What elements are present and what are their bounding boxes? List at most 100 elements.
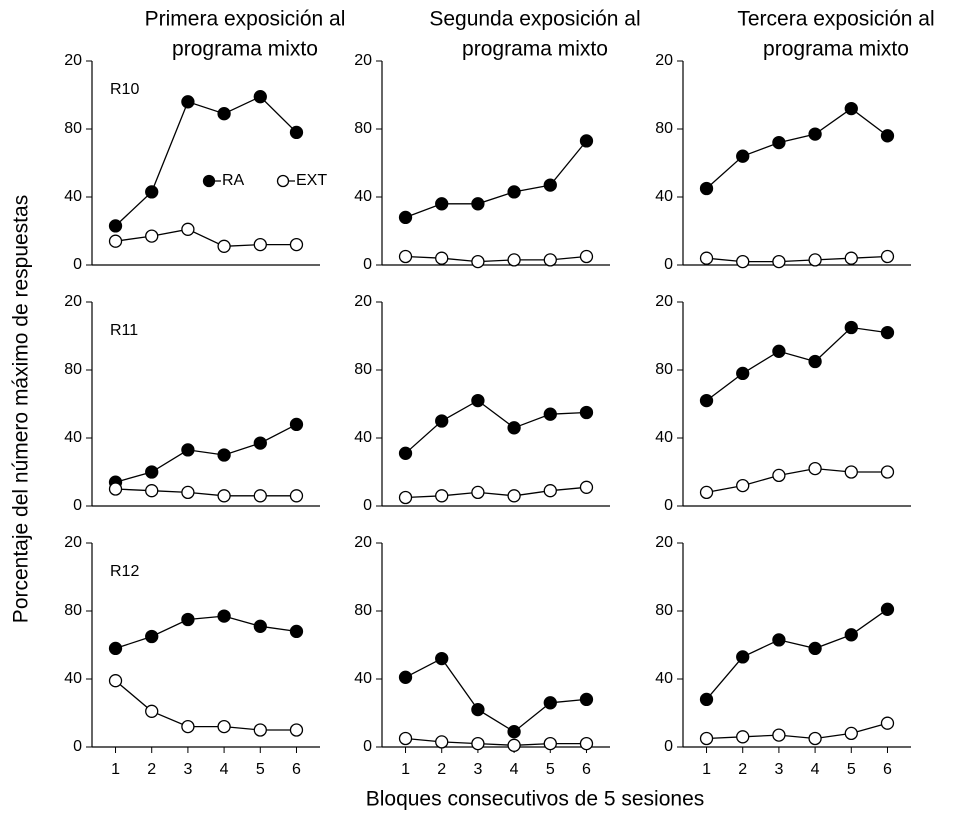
data-point [471,254,485,269]
y-tick-label: 0 [664,256,673,273]
data-point [543,407,557,421]
y-tick-label: 80 [655,120,673,137]
x-tick-label: 5 [256,761,265,778]
data-point [507,725,521,739]
panel-label: R10 [110,81,139,98]
data-point [253,436,267,450]
data-point [880,716,895,730]
y-tick-label: 80 [64,120,82,137]
series-line [115,615,297,650]
data-point [772,135,786,150]
data-point [699,731,714,746]
data-point [471,197,485,211]
series-line [405,737,587,746]
x-tick-label: 1 [111,761,120,778]
data-point [181,612,195,627]
series-line [405,255,587,263]
data-point [289,237,304,252]
y-tick-label: 40 [354,188,372,205]
data-point [108,674,123,688]
data-point [435,651,449,666]
data-point [181,95,195,109]
data-point [772,344,786,358]
series-line [115,95,297,227]
x-tick-label: 6 [292,761,301,778]
panel-title: Segunda exposición al [429,8,640,31]
data-point [699,181,714,196]
y-tick-label: 40 [655,429,673,446]
legend-marker [202,174,216,188]
y-tick-label: 20 [655,534,673,551]
x-tick-label: 4 [811,761,820,778]
data-point [543,736,557,751]
x-tick-label: 3 [473,761,482,778]
data-point [145,185,159,199]
y-tick-label: 40 [354,670,372,687]
data-point [289,723,304,737]
x-tick-label: 4 [510,761,519,778]
x-tick-label: 6 [883,761,892,778]
x-axis-label: Bloques consecutivos de 5 sesiones [366,788,705,811]
data-point [217,719,231,734]
data-point [579,692,594,707]
data-point [880,325,895,340]
panel-title: programa mixto [763,38,909,61]
data-point [880,602,895,616]
series-line [115,488,297,497]
data-point [507,489,521,503]
data-point [181,485,195,500]
x-tick-label: 2 [147,761,156,778]
panel-title: Primera exposición al [145,8,346,31]
data-point [398,490,413,505]
y-tick-label: 80 [354,120,372,137]
data-point [398,731,413,746]
data-point [471,485,485,500]
data-point [253,619,267,633]
data-point [579,134,594,148]
x-tick-label: 3 [183,761,192,778]
data-point [844,101,858,116]
data-point [808,461,822,476]
data-point [398,249,413,264]
data-point [398,670,413,684]
data-point [808,354,822,369]
y-tick-label: 20 [655,293,673,310]
y-tick-label: 20 [354,293,372,310]
series-line [706,255,888,263]
x-tick-label: 5 [847,761,856,778]
data-point [736,478,750,493]
data-point [471,736,485,751]
data-point [699,251,714,265]
data-point [844,628,858,642]
y-tick-label: 40 [64,429,82,446]
series-line [405,399,587,454]
data-point [543,178,557,192]
y-tick-label: 20 [64,534,82,551]
series-line [115,680,297,731]
y-tick-label: 80 [354,602,372,619]
data-point [435,251,449,265]
y-tick-label: 20 [64,293,82,310]
y-tick-label: 80 [655,602,673,619]
y-tick-label: 40 [354,429,372,446]
x-tick-label: 2 [437,761,446,778]
data-point [507,253,521,267]
data-point [471,393,485,408]
data-point [507,738,521,752]
data-point [471,702,485,717]
panel-label: R11 [110,322,138,339]
data-point [844,465,858,479]
panel-label: R12 [110,563,139,580]
data-point [217,448,231,462]
data-point [772,633,786,647]
x-tick-label: 3 [774,761,783,778]
data-point [435,414,449,428]
data-point [507,421,521,435]
data-point [217,609,231,623]
data-point [181,222,195,236]
series-line [405,140,587,219]
panel-title: Tercera exposición al [737,8,934,31]
data-point [844,726,858,741]
y-tick-label: 80 [354,361,372,378]
